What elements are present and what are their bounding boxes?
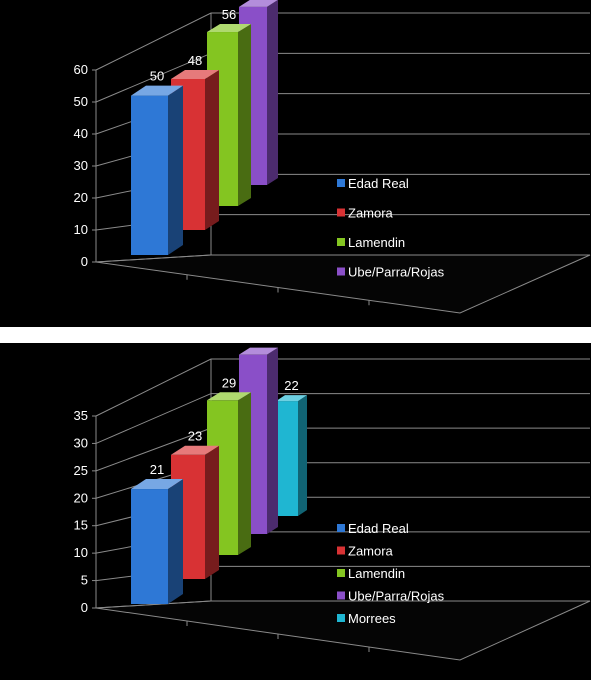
- legend-item: Edad Real: [337, 176, 409, 191]
- legend-swatch: [337, 179, 345, 187]
- legend-swatch: [337, 208, 345, 217]
- bar-side: [238, 392, 251, 555]
- legend-label: Zamora: [348, 544, 394, 559]
- bar-side: [238, 24, 251, 206]
- y-tick-label: 20: [74, 190, 88, 205]
- y-tick-label: 0: [81, 600, 88, 615]
- legend-swatch: [337, 546, 345, 555]
- bar-side: [168, 85, 183, 255]
- legend-label: Edad Real: [348, 521, 409, 536]
- y-tick-label: 30: [74, 158, 88, 173]
- data-label: 23: [188, 429, 202, 444]
- legend-label: Morrees: [348, 611, 396, 626]
- gridline: [95, 12, 590, 71]
- y-tick-label: 40: [74, 126, 88, 141]
- bar-side: [267, 347, 278, 534]
- y-tick-label: 5: [81, 573, 88, 588]
- legend-label: Lamendin: [348, 235, 405, 250]
- gridline: [95, 427, 590, 472]
- bar-front: [131, 489, 168, 604]
- y-tick-label: 25: [74, 463, 88, 478]
- bar-side: [168, 479, 183, 604]
- bar-front: [276, 401, 298, 516]
- y-tick-label: 10: [74, 545, 88, 560]
- y-tick-label: 0: [81, 254, 88, 269]
- bar-edad-real: [131, 479, 183, 604]
- legend-swatch: [337, 524, 345, 532]
- bar-top: [171, 69, 219, 79]
- legend-label: Ube/Parra/Rojas: [348, 265, 445, 280]
- bar-side: [205, 445, 219, 579]
- legend-item: Ube/Parra/Rojas: [337, 265, 445, 280]
- legend: Edad Real Zamora Lamendin Ube/Parra/Rojas: [337, 176, 445, 280]
- bar-top: [207, 392, 251, 401]
- legend-swatch: [337, 267, 345, 276]
- chart-top: 010203040506058564850Edad RealZamoraLame…: [74, 0, 591, 314]
- legend-swatch: [337, 569, 345, 577]
- bar-side: [205, 69, 219, 231]
- legend-item: Ube/Parra/Rojas: [337, 589, 445, 604]
- bar-front: [131, 95, 168, 255]
- y-tick-label: 35: [74, 408, 88, 423]
- legend-item: Zamora: [337, 206, 394, 221]
- data-label: 48: [188, 53, 202, 68]
- chart-floor: [95, 600, 591, 661]
- data-label: 50: [150, 69, 164, 84]
- chart-floor: [95, 254, 591, 314]
- y-tick-label: 60: [74, 62, 88, 77]
- bar-top: [131, 479, 183, 490]
- y-tick-label: 20: [74, 490, 88, 505]
- y-tick-label: 15: [74, 518, 88, 533]
- data-label: 56: [222, 7, 236, 22]
- legend-swatch: [337, 591, 345, 600]
- data-label: 29: [222, 375, 236, 390]
- bar-top: [276, 395, 307, 402]
- bar-top: [239, 347, 278, 355]
- bar-side: [267, 0, 278, 185]
- bar-top: [131, 85, 183, 96]
- legend-item: Lamendin: [337, 566, 405, 581]
- data-label: 34: [251, 343, 265, 346]
- legend-label: Zamora: [348, 206, 394, 221]
- legend-label: Ube/Parra/Rojas: [348, 589, 445, 604]
- chart-panel-bottom: 0 5 10 15 20 25 30 35 22 34 29 23 21 Edad Real Zamora L…: [0, 343, 591, 680]
- data-label: 21: [150, 462, 164, 477]
- y-tick-label: 10: [74, 222, 88, 237]
- y-tick-label: 30: [74, 435, 88, 450]
- legend-swatch: [337, 238, 345, 246]
- legend-item: Morrees: [337, 611, 396, 626]
- legend-label: Lamendin: [348, 566, 405, 581]
- legend: Edad Real Zamora Lamendin Ube/Parra/Rojas Mo…: [337, 521, 445, 626]
- gridline: [95, 393, 590, 444]
- chart-bottom: 0 5 10 15 20 25 30 35 22 34 29 23 21 Edad Real Zamora L…: [74, 343, 591, 661]
- legend-item: Zamora: [337, 544, 394, 559]
- legend-item: Lamendin: [337, 235, 405, 250]
- legend-swatch: [337, 614, 345, 622]
- bar-edad-real: [131, 85, 183, 255]
- bar-side: [298, 395, 307, 516]
- bar-top: [207, 24, 251, 33]
- y-tick-label: 50: [74, 94, 88, 109]
- gridline: [95, 358, 590, 417]
- data-label: 22: [284, 378, 298, 393]
- legend-label: Edad Real: [348, 176, 409, 191]
- bar-top: [171, 445, 219, 455]
- chart-panel-top: 010203040506058564850Edad RealZamoraLame…: [0, 0, 591, 327]
- legend-item: Edad Real: [337, 521, 409, 536]
- bar-morrees: [276, 395, 307, 516]
- bar-top: [239, 0, 278, 7]
